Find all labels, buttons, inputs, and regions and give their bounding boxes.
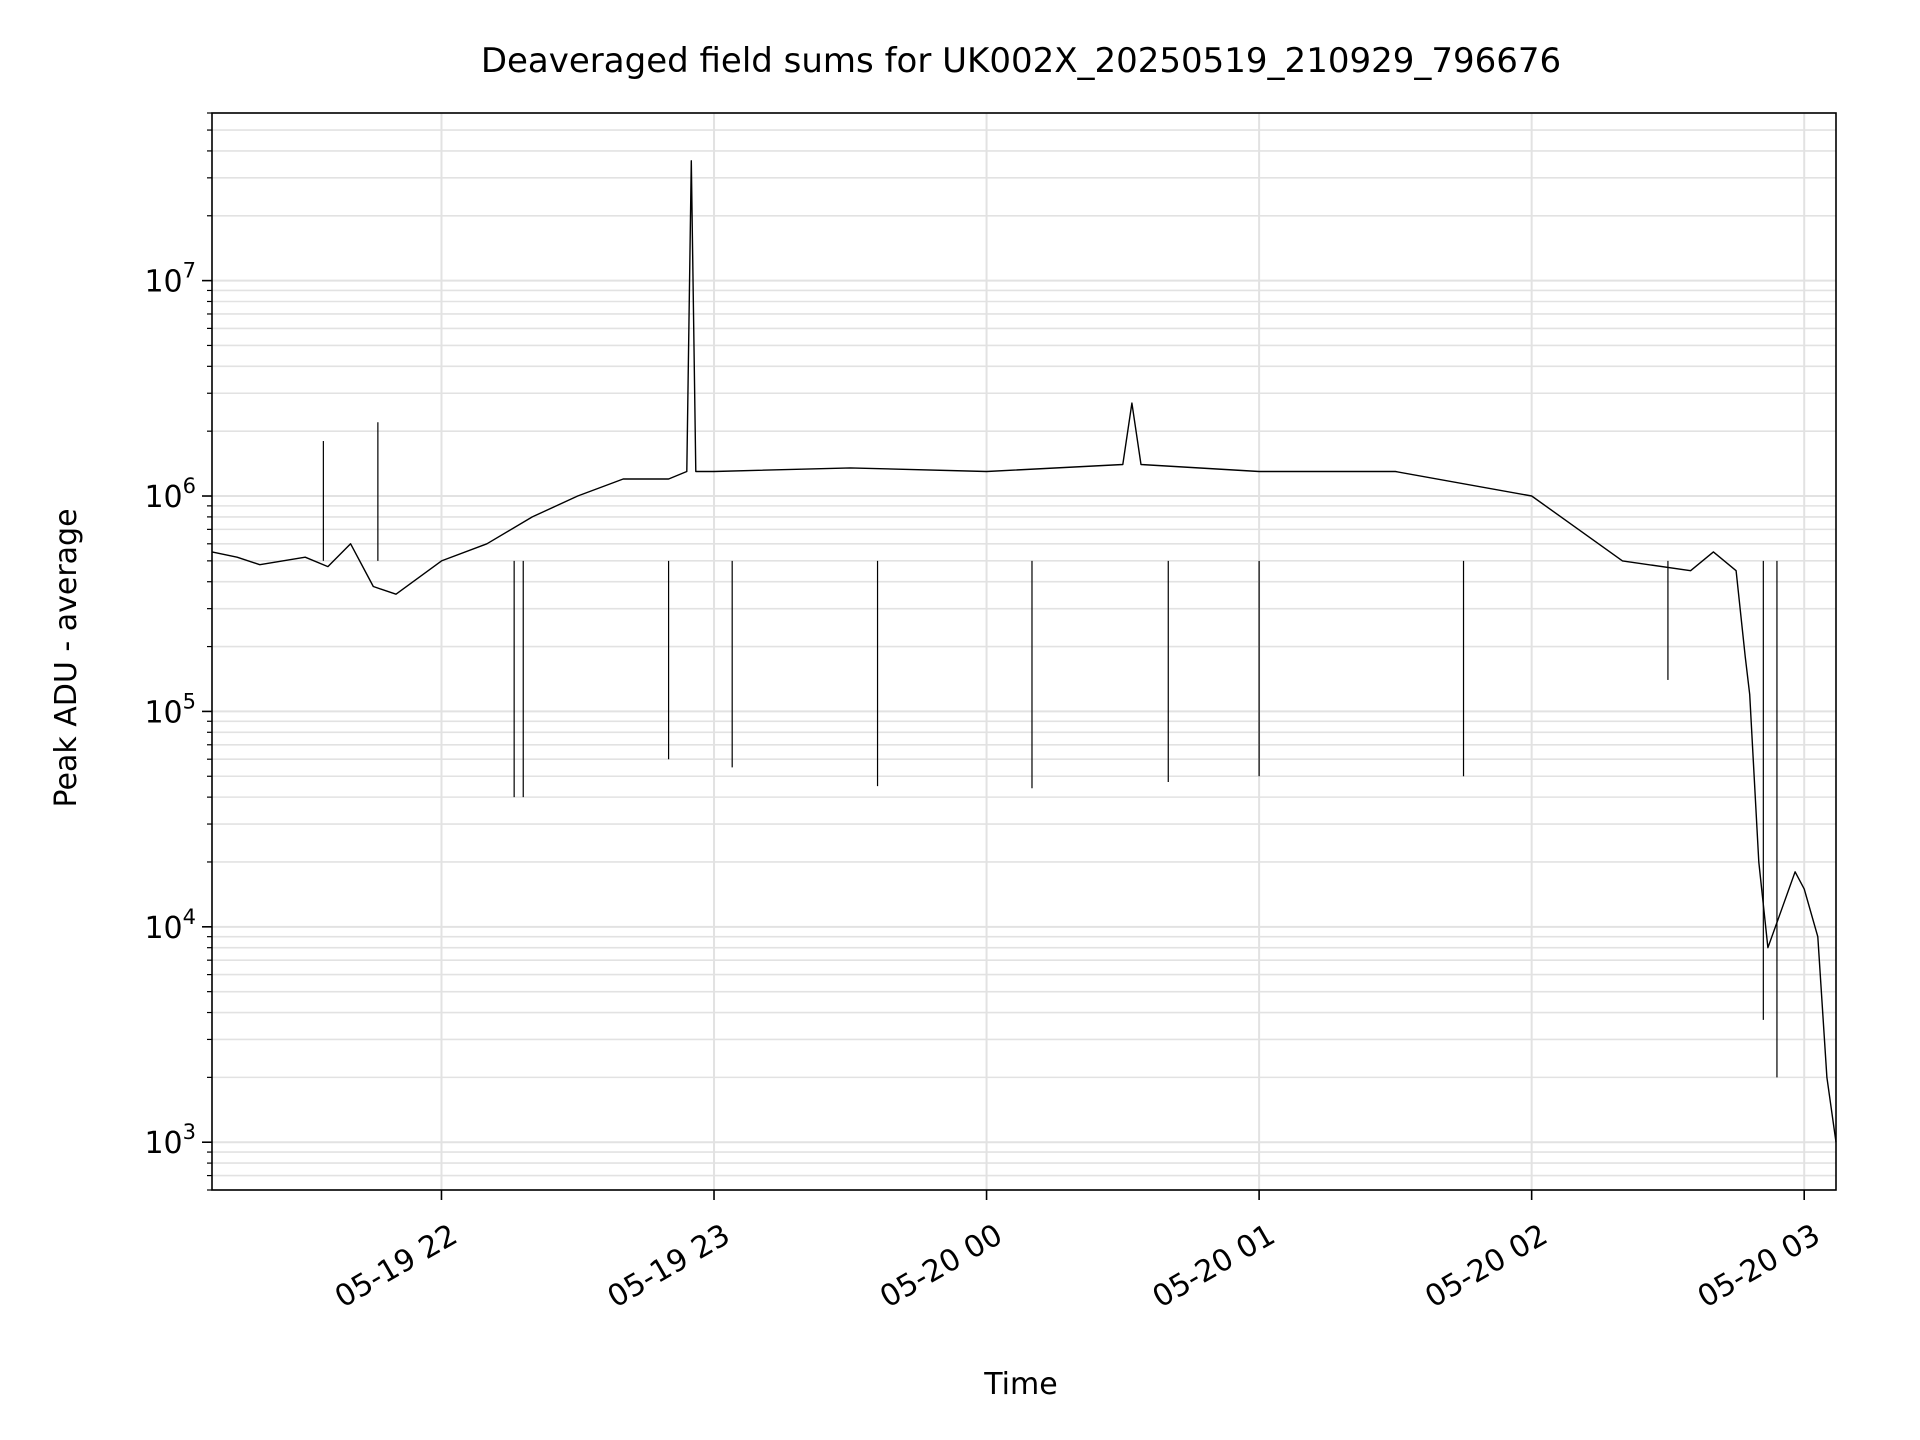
series-line [211,160,1837,1143]
y-tick-label: 105 [144,689,196,730]
y-tick-label: 103 [144,1120,196,1161]
y-axis-label: Peak ADU - average [49,508,84,807]
chart-title: Deaveraged field sums for UK002X_2025051… [481,41,1561,81]
x-axis-label: Time [983,1367,1057,1402]
grid [212,112,1836,1191]
plot-frame [211,112,1837,1191]
y-tick-label: 106 [144,474,196,515]
y-tick-label: 104 [144,905,196,946]
data-series [211,160,1837,1143]
y-tick-label: 107 [144,259,196,300]
